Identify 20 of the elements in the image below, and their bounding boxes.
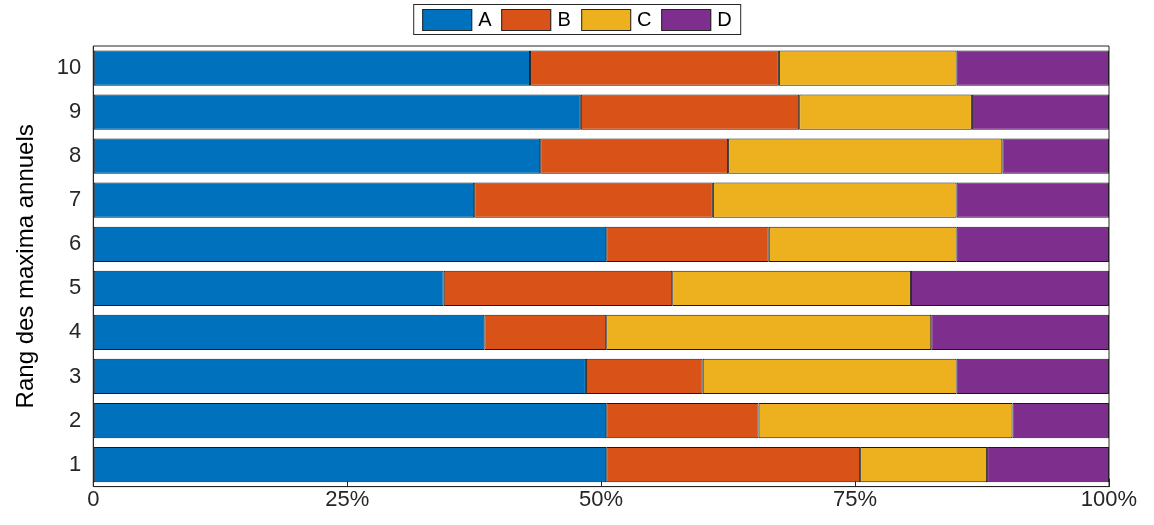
y-tick-label: 9 bbox=[69, 98, 82, 124]
legend-label: D bbox=[717, 8, 732, 31]
x-tick-label: 75% bbox=[833, 485, 878, 511]
y-tick-label: 10 bbox=[56, 54, 82, 80]
x-tick-label: 100% bbox=[1080, 485, 1138, 511]
y-tick-label: 7 bbox=[69, 186, 82, 212]
x-tick-label: 0 bbox=[87, 485, 100, 511]
legend-label: B bbox=[557, 8, 571, 31]
y-tick-label: 5 bbox=[69, 274, 82, 300]
y-tick-label: 2 bbox=[69, 406, 82, 432]
x-tick-label: 25% bbox=[325, 485, 370, 511]
x-tick-label: 50% bbox=[579, 485, 624, 511]
y-tick-label: 4 bbox=[69, 318, 82, 344]
y-tick-label: 8 bbox=[69, 142, 82, 168]
y-tick-label: 6 bbox=[69, 230, 82, 256]
series-label: A bbox=[478, 8, 492, 31]
y-tick-label: 1 bbox=[69, 450, 82, 476]
y-axis-title: Rang des maxima annuels bbox=[11, 124, 39, 409]
y-tick-label: 3 bbox=[69, 362, 82, 388]
legend-label: C bbox=[636, 8, 652, 31]
